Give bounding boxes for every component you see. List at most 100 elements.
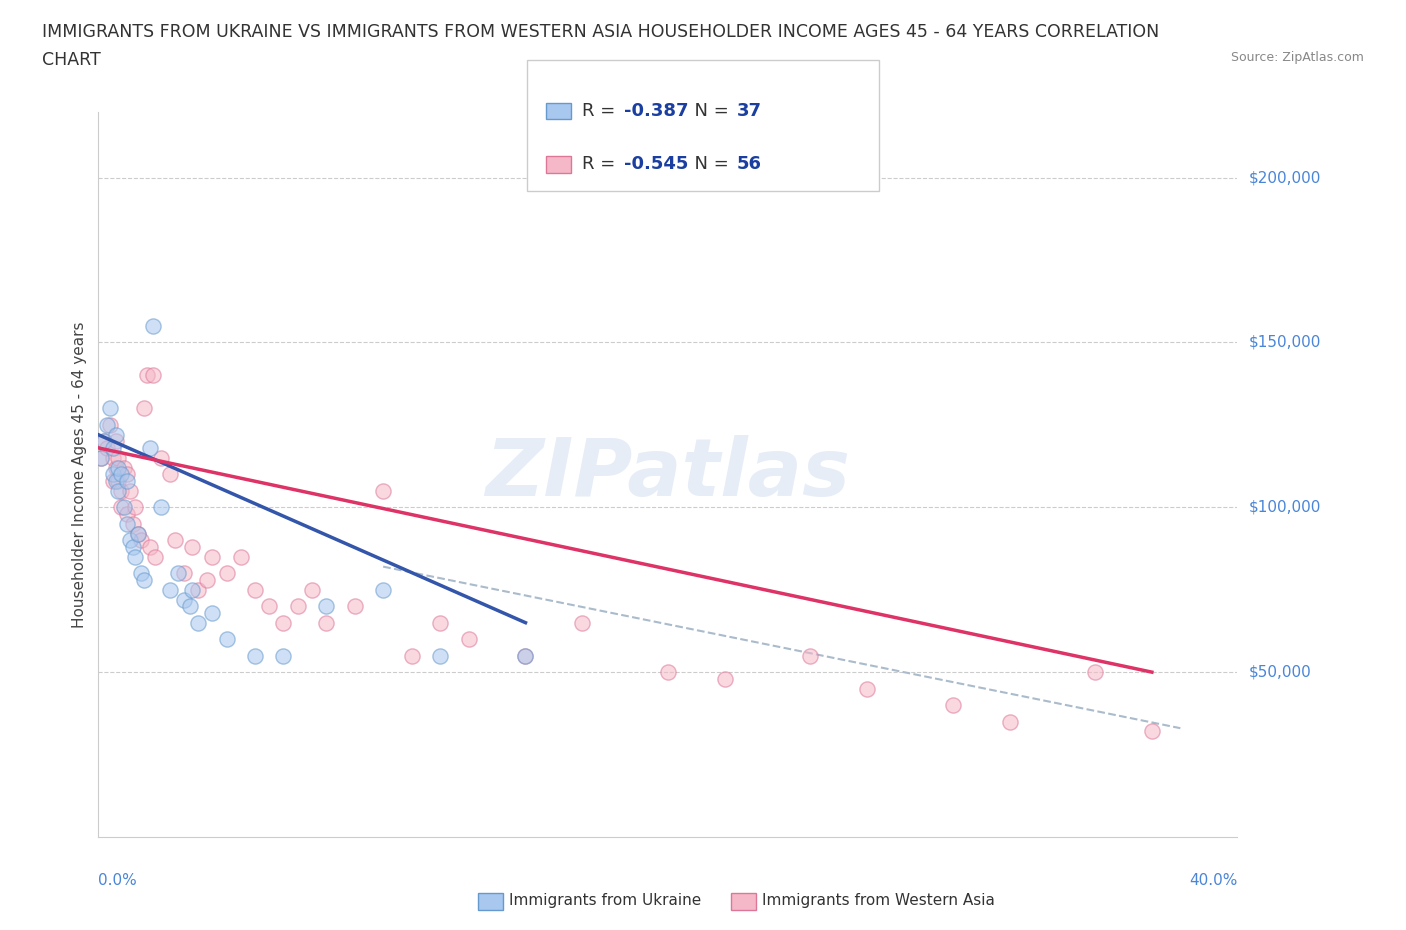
Point [135, 368, 157, 383]
Y-axis label: Householder Income Ages 45 - 64 years: Householder Income Ages 45 - 64 years [72, 321, 87, 628]
Point [121, 516, 143, 531]
Text: 40.0%: 40.0% [1189, 873, 1237, 888]
Point [138, 539, 160, 554]
Point [181, 539, 204, 554]
Text: -0.545: -0.545 [624, 155, 689, 173]
Text: Immigrants from Western Asia: Immigrants from Western Asia [762, 893, 995, 908]
Point [115, 516, 138, 531]
Point [429, 616, 451, 631]
Point [187, 582, 209, 597]
Point [273, 648, 295, 663]
Point [90, 450, 112, 465]
Point [150, 499, 173, 514]
Point [179, 599, 201, 614]
Point [167, 565, 190, 580]
Point [101, 441, 124, 456]
Text: Immigrants from Ukraine: Immigrants from Ukraine [509, 893, 702, 908]
Point [101, 450, 124, 465]
Point [201, 550, 224, 565]
Point [150, 450, 173, 465]
Point [373, 582, 395, 597]
Point [457, 631, 479, 646]
Point [90, 450, 112, 465]
Point [98, 401, 121, 416]
Text: $150,000: $150,000 [1249, 335, 1320, 350]
Point [104, 473, 127, 488]
Text: Source: ZipAtlas.com: Source: ZipAtlas.com [1230, 51, 1364, 64]
Point [104, 434, 127, 449]
Point [101, 467, 124, 482]
Point [1084, 665, 1107, 680]
Point [110, 484, 132, 498]
Point [112, 499, 135, 514]
Point [127, 526, 149, 541]
Point [657, 665, 679, 680]
Point [1140, 724, 1163, 739]
Text: $100,000: $100,000 [1249, 499, 1320, 515]
Point [799, 648, 821, 663]
Point [259, 599, 281, 614]
Point [110, 467, 132, 482]
Point [115, 507, 138, 522]
Point [141, 368, 163, 383]
Point [124, 499, 146, 514]
Point [229, 550, 252, 565]
Point [112, 460, 135, 475]
Point [107, 460, 129, 475]
Point [145, 550, 167, 565]
Point [115, 467, 138, 482]
Point [118, 484, 141, 498]
Text: 37: 37 [737, 102, 762, 120]
Point [429, 648, 451, 663]
Point [173, 592, 195, 607]
Point [273, 616, 295, 631]
Point [181, 582, 204, 597]
Point [942, 698, 965, 712]
Point [243, 648, 266, 663]
Point [287, 599, 309, 614]
Point [101, 473, 124, 488]
Point [215, 565, 238, 580]
Point [96, 441, 118, 456]
Text: $200,000: $200,000 [1249, 170, 1320, 185]
Text: $50,000: $50,000 [1249, 665, 1312, 680]
Point [107, 450, 129, 465]
Point [138, 441, 160, 456]
Point [373, 484, 395, 498]
Point [301, 582, 323, 597]
Text: 0.0%: 0.0% [98, 873, 138, 888]
Point [127, 526, 149, 541]
Text: R =: R = [582, 155, 621, 173]
Point [121, 539, 143, 554]
Point [110, 499, 132, 514]
Point [96, 418, 118, 432]
Point [315, 616, 337, 631]
Text: ZIPatlas: ZIPatlas [485, 435, 851, 513]
Text: IMMIGRANTS FROM UKRAINE VS IMMIGRANTS FROM WESTERN ASIA HOUSEHOLDER INCOME AGES : IMMIGRANTS FROM UKRAINE VS IMMIGRANTS FR… [42, 23, 1160, 41]
Point [515, 648, 537, 663]
Point [195, 572, 218, 587]
Text: N =: N = [683, 102, 735, 120]
Text: CHART: CHART [42, 51, 101, 69]
Point [515, 648, 537, 663]
Point [714, 671, 737, 686]
Point [118, 533, 141, 548]
Point [173, 565, 195, 580]
Point [243, 582, 266, 597]
Point [165, 533, 187, 548]
Point [132, 572, 155, 587]
Point [129, 565, 152, 580]
Point [159, 582, 181, 597]
Point [571, 616, 593, 631]
Point [215, 631, 238, 646]
Point [93, 434, 115, 449]
Point [107, 473, 129, 488]
Point [98, 418, 121, 432]
Point [93, 434, 115, 449]
Point [104, 460, 127, 475]
Point [856, 681, 879, 696]
Point [124, 550, 146, 565]
Point [107, 484, 129, 498]
Point [132, 401, 155, 416]
Point [187, 616, 209, 631]
